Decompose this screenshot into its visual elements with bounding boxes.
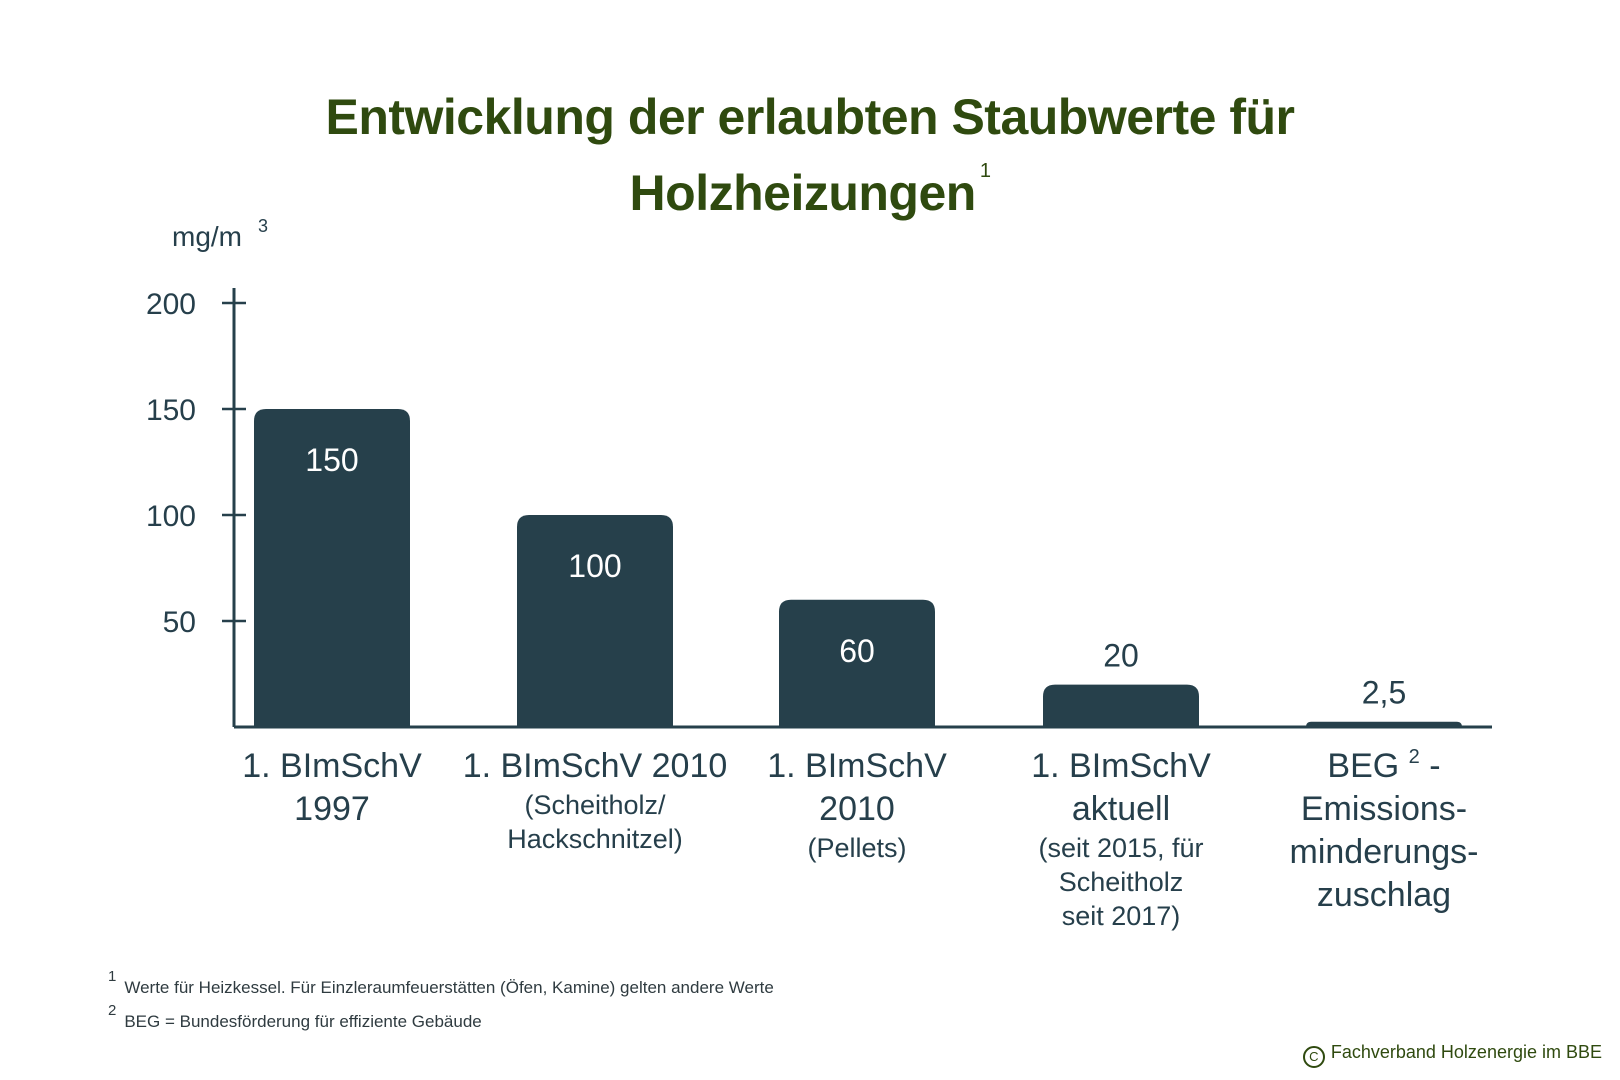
chart-title-line-2: Holzheizungen 1 bbox=[0, 160, 1620, 222]
copyright-notice: C Fachverband Holzenergie im BBE bbox=[1302, 1042, 1602, 1068]
category-label-5-line-2: Emissions- bbox=[1301, 790, 1467, 828]
bar-4 bbox=[1043, 684, 1199, 727]
category-sublabel-2-line-2: Hackschnitzel) bbox=[507, 824, 683, 854]
bar-value-label-3: 60 bbox=[839, 633, 875, 669]
bar-2 bbox=[517, 515, 673, 727]
category-label-2-line-1: 1. BImSchV 2010 bbox=[463, 747, 728, 785]
footnote-1-number: 1 bbox=[108, 968, 117, 985]
category-label-1-line-1: 1. BImSchV bbox=[242, 747, 422, 785]
y-tick-label-100: 100 bbox=[146, 500, 196, 533]
category-label-5-line-1: BEG 2 - bbox=[1327, 746, 1440, 785]
copyright-icon: C bbox=[1302, 1046, 1325, 1068]
footnote-2: 2 BEG = Bundesförderung für effiziente Ge… bbox=[108, 1002, 482, 1032]
category-sublabel-4-line-3: seit 2017) bbox=[1062, 901, 1181, 931]
category-sublabel-4-line-2: Scheitholz bbox=[1059, 867, 1184, 897]
bar-5 bbox=[1306, 721, 1462, 727]
category-sublabel-3-line-1: (Pellets) bbox=[807, 833, 906, 863]
title-footnote-ref: 1 bbox=[979, 160, 991, 182]
category-label-4-line-2: aktuell bbox=[1072, 790, 1170, 828]
y-tick-label-50: 50 bbox=[163, 606, 196, 639]
category-label-3-line-2: 2010 bbox=[819, 790, 895, 828]
category-sublabel-2-line-1: (Scheitholz/ bbox=[524, 790, 666, 820]
bar-value-label-5: 2,5 bbox=[1362, 675, 1406, 711]
bar-3 bbox=[779, 599, 935, 727]
category-label-5-line-4: zuschlag bbox=[1317, 876, 1451, 914]
chart-title-line-1: Entwicklung der erlaubten Staubwerte für bbox=[0, 88, 1620, 146]
category-label-3-line-1: 1. BImSchV bbox=[767, 747, 947, 785]
bar-value-label-2: 100 bbox=[568, 548, 621, 584]
category-label-4-line-1: 1. BImSchV bbox=[1031, 747, 1211, 785]
category-label-5-line-3: minderungs- bbox=[1290, 833, 1479, 871]
copyright-text: Fachverband Holzenergie im BBE bbox=[1330, 1042, 1602, 1062]
bar-1 bbox=[254, 409, 410, 727]
footnote-1-text: Werte für Heizkessel. Für Einzleraumfeue… bbox=[124, 978, 774, 997]
title-text-2: Holzheizungen bbox=[629, 165, 977, 221]
category-sublabel-4-line-1: (seit 2015, für bbox=[1038, 833, 1203, 863]
bar-value-label-1: 150 bbox=[305, 442, 358, 478]
footnote-1: 1 Werte für Heizkessel. Für Einzleraumfeu… bbox=[108, 968, 774, 998]
y-axis-unit-superscript: 3 bbox=[258, 216, 268, 236]
y-axis-unit-label: mg/m bbox=[172, 221, 242, 252]
footnote-2-text: BEG = Bundesförderung für effiziente Geb… bbox=[124, 1012, 482, 1031]
bar-value-label-4: 20 bbox=[1103, 638, 1139, 674]
y-tick-label-200: 200 bbox=[146, 288, 196, 321]
footnote-2-number: 2 bbox=[108, 1002, 117, 1019]
title-text-1: Entwicklung der erlaubten Staubwerte für bbox=[325, 89, 1295, 145]
y-tick-label-150: 150 bbox=[146, 394, 196, 427]
category-label-1-line-2: 1997 bbox=[294, 790, 370, 828]
